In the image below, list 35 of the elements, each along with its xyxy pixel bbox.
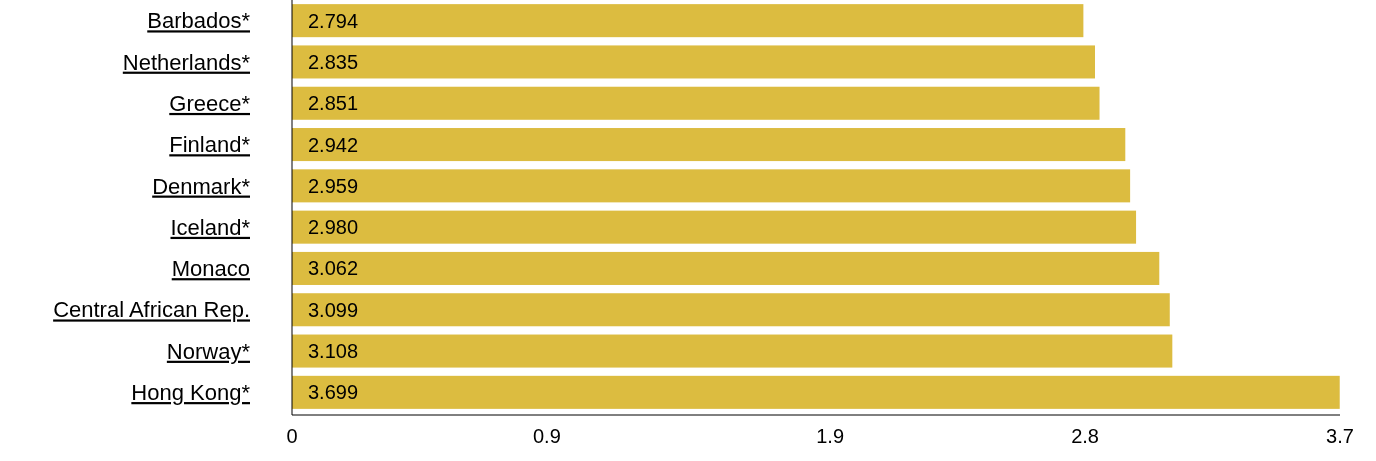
bar	[292, 4, 1084, 38]
bar	[292, 210, 1137, 244]
bar	[292, 375, 1340, 409]
y-tick-label: Monaco	[171, 256, 250, 282]
data-label: 2.851	[308, 92, 359, 115]
y-tick-label: Denmark*	[152, 173, 251, 199]
x-tick-label: 0.9	[533, 425, 561, 447]
y-tick-label: Central African Rep.	[53, 297, 250, 323]
y-tick-label: Netherlands*	[122, 49, 251, 75]
y-tick-label: Barbados*	[147, 8, 251, 34]
bar	[292, 45, 1095, 79]
bar	[292, 293, 1170, 327]
data-label: 3.099	[308, 298, 359, 321]
x-tick-label: 0	[286, 425, 298, 447]
y-tick-label: Hong Kong*	[131, 380, 251, 406]
data-label: 2.959	[308, 174, 359, 197]
y-tick-label: Greece*	[169, 90, 251, 116]
data-label: 2.942	[308, 133, 359, 156]
bar	[292, 169, 1131, 203]
bar	[292, 128, 1126, 162]
data-label: 2.794	[308, 9, 359, 32]
x-tick-label: 2.8	[1071, 425, 1099, 447]
data-label: 2.835	[308, 50, 359, 73]
bar	[292, 251, 1160, 285]
bar	[292, 334, 1173, 368]
data-label: 3.108	[308, 340, 359, 363]
bar	[292, 86, 1100, 120]
data-label: 3.699	[308, 381, 359, 404]
y-tick-label: Finland*	[169, 132, 251, 158]
x-tick-label: 3.7	[1326, 425, 1354, 447]
data-label: 3.062	[308, 257, 359, 280]
x-tick-label: 1.9	[816, 425, 845, 447]
y-tick-label: Norway*	[166, 338, 251, 364]
y-tick-label: Iceland*	[170, 214, 251, 240]
data-label: 2.980	[308, 216, 359, 239]
